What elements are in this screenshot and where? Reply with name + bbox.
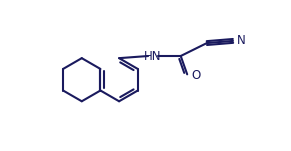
Text: N: N: [237, 34, 246, 47]
Text: HN: HN: [144, 50, 162, 63]
Text: O: O: [192, 69, 201, 82]
